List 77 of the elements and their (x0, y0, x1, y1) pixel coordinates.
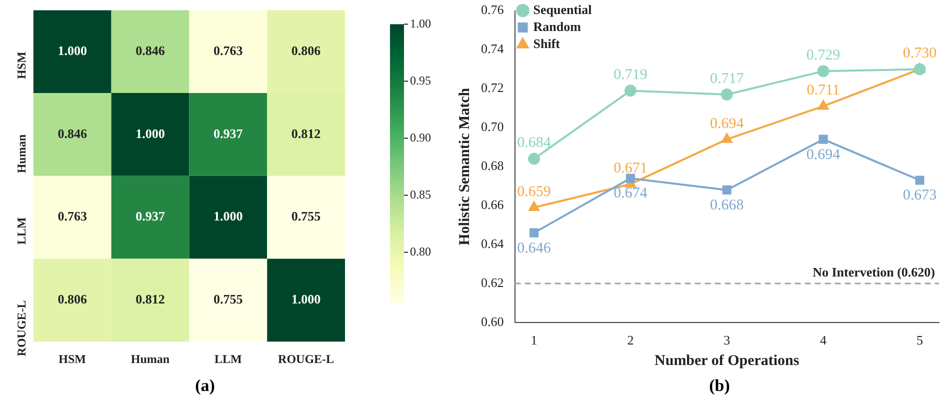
y-tick-label: 0.74 (481, 41, 504, 56)
x-tick-label: 5 (916, 332, 923, 348)
y-tick-label: Human (14, 134, 28, 174)
data-label: 1.000 (136, 126, 165, 141)
point (818, 100, 829, 110)
data-label: 0.806 (291, 42, 322, 58)
legend-label: Random (533, 18, 582, 34)
point (528, 152, 540, 165)
data-label: 0.812 (136, 292, 165, 307)
data-label: 0.711 (806, 82, 840, 99)
point (626, 174, 635, 183)
data-label: 0.937 (136, 208, 166, 224)
color-bar-label: 1.00 (410, 16, 431, 30)
y-tick-label: 0.60 (481, 314, 504, 329)
point (624, 84, 636, 97)
data-label: 0.846 (136, 42, 166, 58)
x-tick-label: 4 (820, 332, 828, 348)
legend-label: Sequential (533, 2, 592, 17)
y-tick-label: 0.66 (481, 196, 504, 212)
x-tick-label: LLM (214, 352, 242, 366)
point (915, 176, 924, 185)
data-label: 0.659 (517, 184, 551, 200)
data-label: 1.000 (291, 292, 321, 307)
point (720, 88, 733, 101)
text: (a) (194, 376, 216, 396)
data-label: 0.812 (291, 126, 321, 141)
data-label: 0.671 (614, 160, 648, 177)
data-label: 0.684 (517, 135, 552, 152)
point (817, 65, 830, 78)
color-bar-label: 0.80 (410, 244, 431, 258)
data-label: 0.694 (806, 146, 841, 163)
y-tick-label: 0.76 (481, 2, 504, 18)
data-label: 0.755 (214, 292, 244, 307)
data-label: 0.646 (517, 240, 552, 256)
y-tick-label: LLM (14, 217, 28, 245)
data-label: 0.694 (710, 116, 744, 132)
point (722, 185, 732, 195)
point (914, 63, 926, 76)
data-label: 0.730 (902, 46, 937, 62)
x-tick-label: 2 (627, 332, 634, 348)
ref-line-label: No Intervetion (0.620) (812, 264, 935, 280)
point (530, 228, 539, 238)
point (528, 202, 540, 211)
x-tick-label: 3 (724, 332, 730, 348)
x-tick-label: Human (130, 352, 170, 366)
data-label: 0.719 (614, 67, 648, 84)
color-bar-label: 0.85 (410, 187, 431, 202)
x-tick-label: 1 (530, 332, 538, 348)
data-label: 0.755 (291, 208, 322, 224)
y-tick-label: 0.70 (481, 119, 504, 134)
data-label: 0.846 (58, 126, 88, 141)
point (818, 134, 828, 144)
y-axis-title: Holistic Semantic Match (456, 87, 473, 246)
color-bar-label: 0.95 (410, 73, 431, 88)
y-tick-label: 0.62 (481, 274, 504, 290)
data-label: 0.806 (58, 292, 88, 307)
y-tick-label: HSM (14, 52, 28, 79)
x-axis-title: Number of Operations (654, 352, 800, 369)
x-tick-label: HSM (58, 352, 86, 366)
x-tick-label: ROUGE-L (278, 352, 334, 366)
y-tick-label: 0.68 (481, 158, 504, 174)
color-bar-label: 0.90 (410, 130, 431, 144)
data-label: 0.674 (614, 186, 648, 202)
data-label: 0.717 (710, 70, 744, 87)
text: (b) (708, 376, 731, 396)
data-label: 0.668 (710, 197, 744, 214)
data-label: 0.673 (902, 188, 937, 204)
data-label: 0.763 (214, 42, 244, 58)
data-label: 0.763 (58, 208, 88, 224)
data-label: 1.000 (58, 42, 87, 58)
y-tick-label: 0.72 (481, 80, 504, 96)
point (722, 133, 732, 143)
data-label: 0.937 (214, 126, 244, 141)
y-tick-label: 0.64 (481, 236, 504, 251)
data-label: 1.000 (214, 208, 243, 224)
data-label: 0.729 (806, 48, 840, 64)
legend-label: Shift (533, 36, 561, 51)
